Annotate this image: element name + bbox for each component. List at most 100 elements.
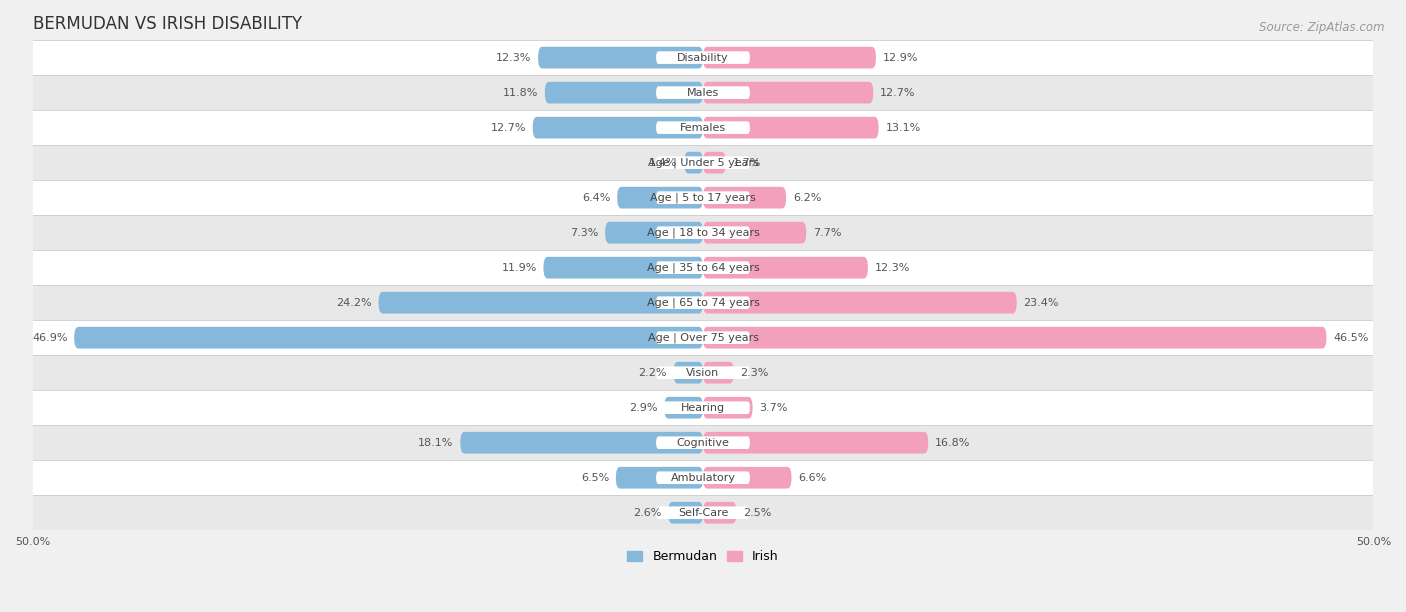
FancyBboxPatch shape [657,156,749,169]
FancyBboxPatch shape [703,432,928,453]
Text: 11.9%: 11.9% [502,263,537,273]
Bar [32,145,1374,180]
Text: 13.1%: 13.1% [886,122,921,133]
Text: BERMUDAN VS IRISH DISABILITY: BERMUDAN VS IRISH DISABILITY [32,15,302,33]
Text: 11.8%: 11.8% [503,88,538,98]
Text: Self-Care: Self-Care [678,508,728,518]
Text: Females: Females [681,122,725,133]
FancyBboxPatch shape [657,331,749,344]
FancyBboxPatch shape [657,192,749,204]
Text: Vision: Vision [686,368,720,378]
FancyBboxPatch shape [703,362,734,384]
Text: Age | 18 to 34 years: Age | 18 to 34 years [647,228,759,238]
FancyBboxPatch shape [657,296,749,309]
FancyBboxPatch shape [657,121,749,134]
Bar [32,250,1374,285]
Bar [32,390,1374,425]
Text: 7.3%: 7.3% [569,228,599,237]
FancyBboxPatch shape [703,467,792,488]
FancyBboxPatch shape [664,397,703,419]
Text: 6.4%: 6.4% [582,193,610,203]
Text: Hearing: Hearing [681,403,725,412]
Text: 2.6%: 2.6% [633,508,661,518]
FancyBboxPatch shape [668,502,703,524]
Text: Age | Under 5 years: Age | Under 5 years [648,157,758,168]
FancyBboxPatch shape [533,117,703,138]
FancyBboxPatch shape [605,222,703,244]
FancyBboxPatch shape [544,82,703,103]
Text: Disability: Disability [678,53,728,62]
Text: 12.7%: 12.7% [880,88,915,98]
FancyBboxPatch shape [657,261,749,274]
Text: 23.4%: 23.4% [1024,297,1059,308]
FancyBboxPatch shape [685,152,703,173]
FancyBboxPatch shape [703,502,737,524]
Text: Age | 35 to 64 years: Age | 35 to 64 years [647,263,759,273]
FancyBboxPatch shape [657,367,749,379]
FancyBboxPatch shape [703,47,876,69]
Text: 6.5%: 6.5% [581,472,609,483]
Bar [32,285,1374,320]
Bar [32,495,1374,530]
Text: 2.5%: 2.5% [744,508,772,518]
Text: 7.7%: 7.7% [813,228,841,237]
Bar [32,40,1374,75]
FancyBboxPatch shape [544,257,703,278]
Text: 46.5%: 46.5% [1333,333,1368,343]
FancyBboxPatch shape [657,86,749,99]
FancyBboxPatch shape [673,362,703,384]
Text: Cognitive: Cognitive [676,438,730,448]
Text: 1.7%: 1.7% [733,158,761,168]
Text: Age | Over 75 years: Age | Over 75 years [648,332,758,343]
FancyBboxPatch shape [703,152,725,173]
FancyBboxPatch shape [657,401,749,414]
Text: 46.9%: 46.9% [32,333,67,343]
FancyBboxPatch shape [538,47,703,69]
Bar [32,320,1374,355]
FancyBboxPatch shape [75,327,703,349]
FancyBboxPatch shape [703,82,873,103]
FancyBboxPatch shape [657,436,749,449]
FancyBboxPatch shape [703,292,1017,313]
FancyBboxPatch shape [657,51,749,64]
Text: Age | 5 to 17 years: Age | 5 to 17 years [650,192,756,203]
FancyBboxPatch shape [703,117,879,138]
FancyBboxPatch shape [378,292,703,313]
Text: Source: ZipAtlas.com: Source: ZipAtlas.com [1260,21,1385,34]
Text: 18.1%: 18.1% [418,438,454,448]
Text: Age | 65 to 74 years: Age | 65 to 74 years [647,297,759,308]
Text: 3.7%: 3.7% [759,403,787,412]
Bar [32,425,1374,460]
FancyBboxPatch shape [703,222,806,244]
FancyBboxPatch shape [460,432,703,453]
FancyBboxPatch shape [703,187,786,209]
Text: 2.2%: 2.2% [638,368,666,378]
Bar [32,180,1374,215]
Text: 24.2%: 24.2% [336,297,371,308]
Text: 12.3%: 12.3% [875,263,910,273]
FancyBboxPatch shape [703,257,868,278]
Text: 16.8%: 16.8% [935,438,970,448]
FancyBboxPatch shape [616,467,703,488]
Text: 6.2%: 6.2% [793,193,821,203]
FancyBboxPatch shape [657,471,749,484]
Text: 2.3%: 2.3% [741,368,769,378]
Text: 1.4%: 1.4% [650,158,678,168]
Text: 12.3%: 12.3% [496,53,531,62]
FancyBboxPatch shape [703,397,752,419]
Bar [32,215,1374,250]
Bar [32,75,1374,110]
Bar [32,110,1374,145]
Text: 6.6%: 6.6% [799,472,827,483]
FancyBboxPatch shape [703,327,1326,349]
FancyBboxPatch shape [617,187,703,209]
Text: Males: Males [688,88,718,98]
Text: 2.9%: 2.9% [628,403,658,412]
Text: 12.7%: 12.7% [491,122,526,133]
Text: 12.9%: 12.9% [883,53,918,62]
Bar [32,355,1374,390]
FancyBboxPatch shape [657,507,749,519]
Bar [32,460,1374,495]
FancyBboxPatch shape [657,226,749,239]
Legend: Bermudan, Irish: Bermudan, Irish [623,545,783,568]
